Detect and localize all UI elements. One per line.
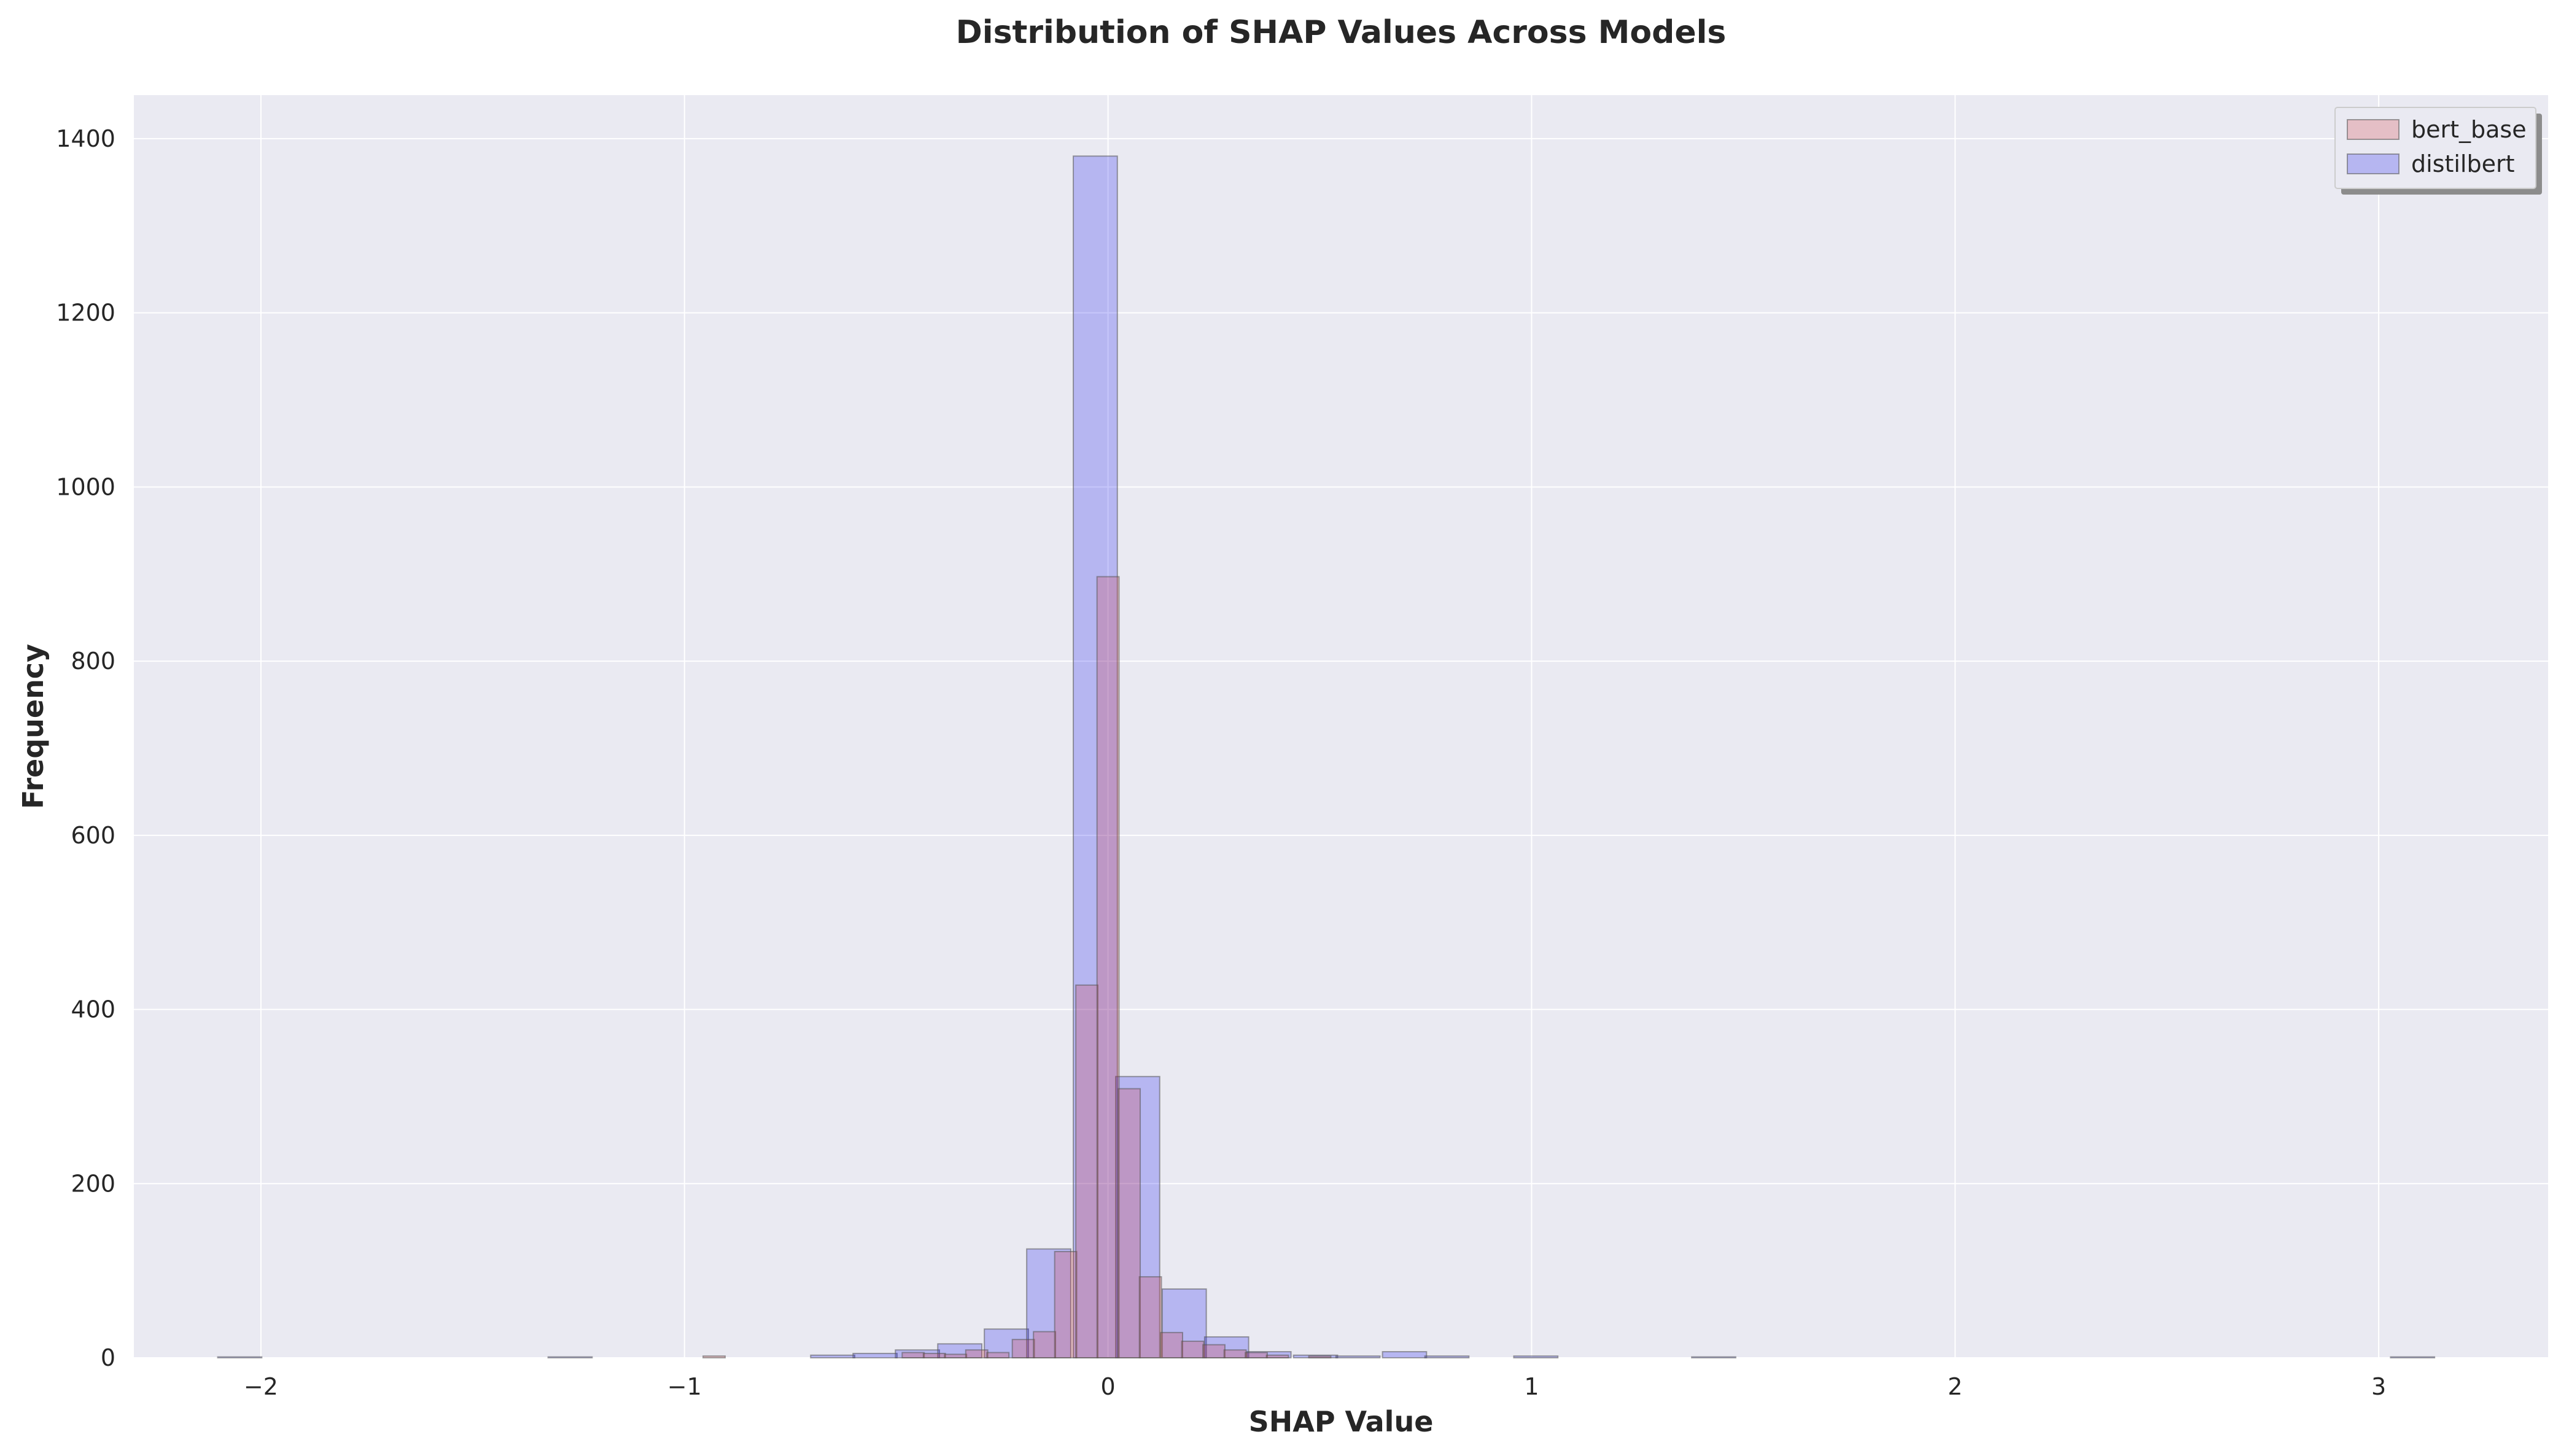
legend-swatch-distilbert: [2347, 153, 2400, 174]
series-distilbert: [217, 155, 2436, 1359]
grid: [134, 95, 2548, 1358]
y-tick-label: 0: [101, 1344, 115, 1371]
plot-area: [134, 95, 2548, 1358]
bar: [1117, 1088, 1141, 1359]
legend: bert_base distilbert: [2334, 107, 2542, 195]
bar: [1202, 1344, 1226, 1359]
legend-label-distilbert: distilbert: [2411, 150, 2515, 177]
x-tick-label: 3: [2371, 1373, 2386, 1400]
bar: [547, 1356, 593, 1358]
bar: [1054, 1250, 1078, 1358]
bar: [1011, 1339, 1035, 1359]
x-tick-label: −1: [667, 1373, 702, 1400]
bar: [702, 1355, 726, 1359]
y-axis-label: Frequency: [17, 644, 50, 809]
bar: [810, 1354, 856, 1359]
bar: [1245, 1352, 1268, 1359]
bar: [965, 1349, 989, 1359]
x-axis-label: SHAP Value: [1249, 1405, 1434, 1438]
bar: [944, 1353, 968, 1358]
bar: [1161, 1288, 1207, 1358]
y-tick-label: 200: [71, 1170, 115, 1197]
bar: [1096, 576, 1120, 1359]
y-tick-label: 800: [71, 648, 115, 675]
legend-box: [2334, 107, 2536, 189]
bar: [1265, 1354, 1289, 1359]
bar: [1138, 1276, 1162, 1359]
bar: [852, 1352, 898, 1359]
legend-swatch-bert-base: [2347, 119, 2400, 140]
bar: [1335, 1355, 1381, 1359]
bar: [1033, 1331, 1057, 1359]
bar: [1160, 1331, 1184, 1359]
y-tick-label: 1400: [56, 125, 115, 152]
bar: [1308, 1355, 1332, 1359]
bar: [2390, 1356, 2436, 1358]
bar: [1223, 1349, 1247, 1359]
y-tick-label: 1000: [56, 473, 115, 500]
bar: [1181, 1341, 1205, 1358]
bar: [1075, 984, 1099, 1358]
bar: [1424, 1355, 1470, 1359]
bar: [1513, 1355, 1559, 1359]
x-tick-label: 1: [1524, 1373, 1539, 1400]
bar: [1691, 1356, 1736, 1358]
chart-title: Distribution of SHAP Values Across Model…: [956, 14, 1727, 51]
bar: [1073, 155, 1118, 1358]
series-bert-base: [702, 576, 1332, 1359]
x-tick-label: 2: [1948, 1373, 1962, 1400]
ticks: 0 200 400 600 800 1000 1200 1400 −2 −1 0 1 2 3: [56, 125, 2386, 1400]
bar: [901, 1352, 925, 1359]
bar: [217, 1356, 263, 1358]
y-tick-label: 400: [71, 996, 115, 1023]
x-tick-label: −2: [244, 1373, 278, 1400]
bars: [217, 155, 2436, 1359]
x-tick-label: 0: [1101, 1373, 1116, 1400]
bar: [1382, 1351, 1428, 1358]
bar: [986, 1352, 1010, 1359]
y-tick-label: 600: [71, 822, 115, 849]
bar: [922, 1352, 946, 1359]
y-tick-label: 1200: [56, 300, 115, 327]
legend-label-bert-base: bert_base: [2411, 116, 2527, 143]
